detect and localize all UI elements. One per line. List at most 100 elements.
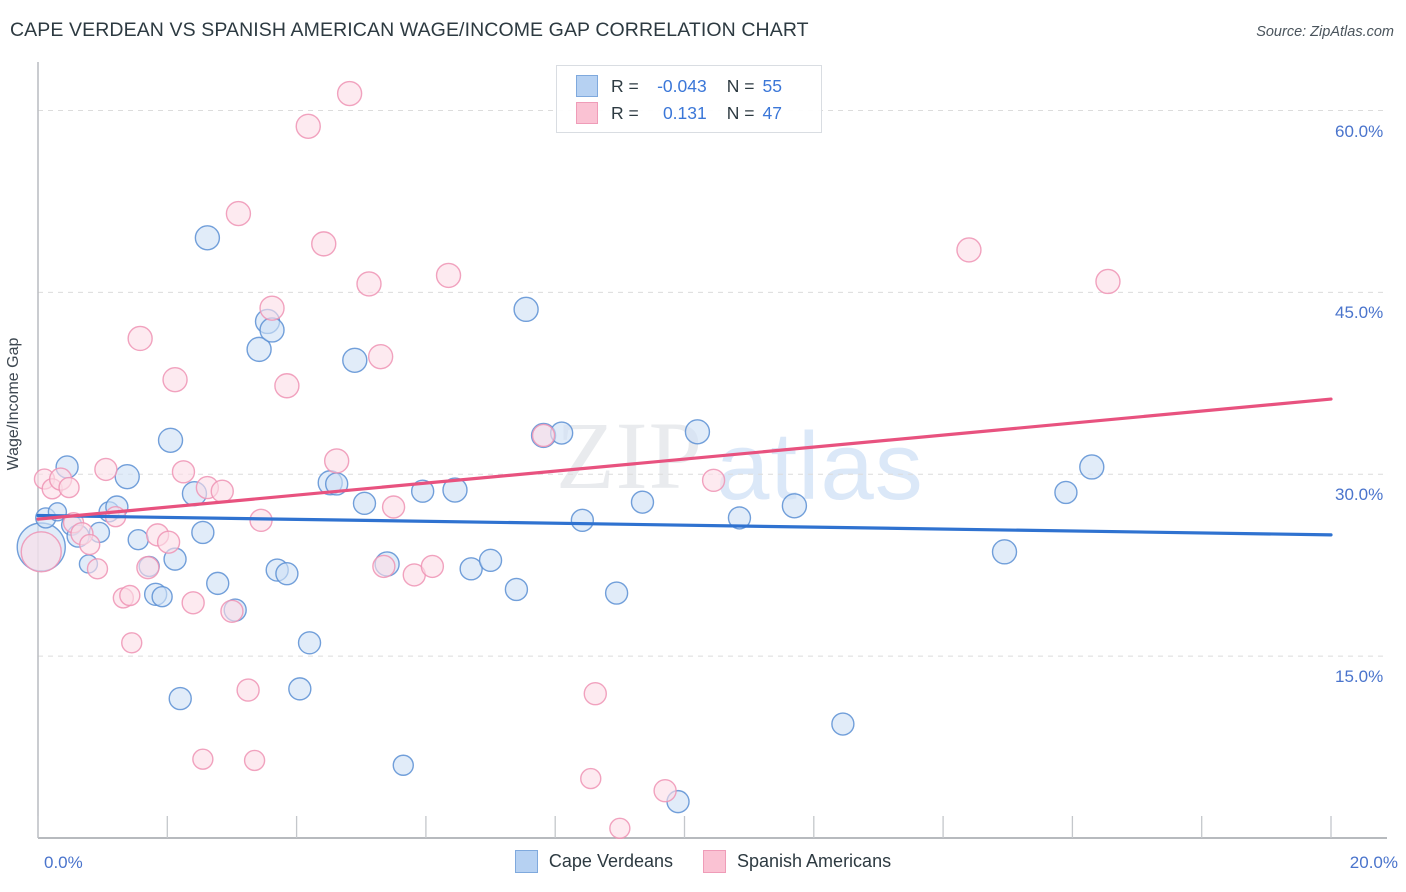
scatter-point: [1079, 454, 1105, 480]
scatter-point: [236, 678, 260, 702]
legend-label-cape-verdeans: Cape Verdeans: [548, 851, 673, 871]
scatter-point: [192, 748, 214, 770]
scatter-point: [162, 366, 188, 393]
scatter-point: [20, 531, 62, 573]
scatter-point: [420, 554, 445, 579]
series1-n-value: 55: [762, 75, 782, 96]
scatter-point: [225, 200, 252, 227]
chart-legend: Cape Verdeans Spanish Americans: [0, 850, 1406, 873]
scatter-point: [531, 423, 556, 448]
scatter-point: [86, 558, 109, 580]
scatter-point: [459, 557, 483, 581]
scatter-point: [410, 479, 435, 503]
correlation-stats-box: R = -0.043 N = 55 R = 0.131 N = 47: [556, 65, 822, 133]
scatter-point: [831, 712, 855, 736]
scatter-point: [274, 373, 300, 399]
trend-line-cape-verdeans: [36, 513, 1333, 537]
source-attribution: Source: ZipAtlas.com: [1256, 24, 1394, 40]
scatter-point: [367, 343, 394, 370]
series2-swatch-icon: [576, 102, 598, 124]
scatter-point: [259, 317, 285, 343]
scatter-point: [583, 682, 607, 706]
scatter-point: [168, 686, 192, 711]
series2-n-label: N =: [726, 102, 755, 123]
series1-r-label: R =: [611, 75, 639, 96]
scatter-point: [246, 336, 272, 363]
scatter-point: [156, 530, 181, 554]
scatter-point: [206, 571, 230, 596]
scatter-point: [136, 555, 160, 580]
scatter-point: [127, 529, 149, 551]
scatter-point: [356, 271, 382, 297]
scatter-point: [243, 749, 266, 772]
legend-swatch-icon-cape-verdeans: [514, 850, 538, 873]
scatter-point: [171, 460, 196, 484]
scatter-point: [991, 539, 1018, 565]
series1-n-label: N =: [726, 75, 755, 96]
y-axis-tick-label: 15.0%: [1335, 667, 1384, 687]
series2-n-value: 47: [762, 102, 782, 123]
scatter-point: [288, 677, 312, 701]
stats-row-series2: R = 0.131 N = 47: [557, 99, 821, 127]
series2-r-value: 0.131: [662, 102, 707, 123]
scatter-point: [684, 419, 711, 445]
scatter-point: [392, 754, 414, 776]
legend-item-cape-verdeans[interactable]: Cape Verdeans: [514, 850, 673, 873]
scatter-point: [297, 631, 322, 655]
scatter-point: [114, 463, 140, 490]
scatter-point: [604, 581, 629, 605]
scatter-point: [119, 584, 141, 607]
scatter-point: [220, 599, 244, 623]
stats-row-series1: R = -0.043 N = 55: [557, 72, 821, 100]
scatter-point: [311, 231, 337, 257]
scatter-point: [352, 491, 377, 516]
scatter-point: [630, 490, 655, 514]
scatter-point: [513, 296, 539, 323]
scatter-point: [121, 632, 143, 654]
legend-label-spanish-americans: Spanish Americans: [737, 851, 892, 871]
scatter-point: [342, 347, 368, 373]
scatter-point: [381, 495, 406, 519]
scatter-point: [570, 508, 595, 533]
scatter-point: [127, 325, 153, 352]
scatter-point: [275, 561, 299, 586]
scatter-point: [372, 554, 396, 579]
scatter-point: [956, 237, 982, 263]
legend-item-spanish-americans[interactable]: Spanish Americans: [703, 850, 891, 873]
scatter-point: [1054, 480, 1078, 505]
scatter-point: [727, 506, 752, 530]
scatter-point: [151, 586, 173, 608]
scatter-point: [191, 520, 215, 545]
scatter-point: [653, 779, 677, 803]
scatter-point: [157, 427, 184, 453]
scatter-point: [295, 113, 321, 139]
scatter-point: [194, 225, 221, 251]
y-axis-tick-label: 45.0%: [1335, 303, 1384, 323]
scatter-point: [58, 476, 80, 499]
scatter-point: [323, 448, 350, 474]
scatter-point: [210, 479, 234, 503]
scatter-point: [1095, 268, 1121, 295]
y-axis-tick-label: 30.0%: [1335, 485, 1384, 505]
series1-r-value: -0.043: [657, 75, 707, 96]
legend-swatch-icon-spanish-americans: [703, 850, 726, 873]
trend-line-spanish-americans: [36, 397, 1333, 521]
scatter-point: [442, 477, 468, 503]
series2-r-label: R =: [611, 102, 639, 123]
scatter-point: [336, 80, 363, 107]
scatter-point: [181, 591, 205, 615]
x-axis-tick-max: 20.0%: [1349, 853, 1398, 872]
scatter-point: [478, 548, 503, 573]
scatter-point: [504, 577, 529, 602]
scatter-point: [609, 817, 631, 839]
x-axis-tick-min: 0.0%: [44, 853, 83, 872]
page-title: CAPE VERDEAN VS SPANISH AMERICAN WAGE/IN…: [10, 19, 809, 41]
scatter-point: [580, 767, 602, 790]
scatter-point: [259, 295, 285, 321]
scatter-point: [701, 468, 726, 493]
series1-swatch-icon: [576, 75, 598, 97]
y-axis-tick-label: 60.0%: [1335, 121, 1384, 141]
scatter-point: [781, 493, 808, 519]
